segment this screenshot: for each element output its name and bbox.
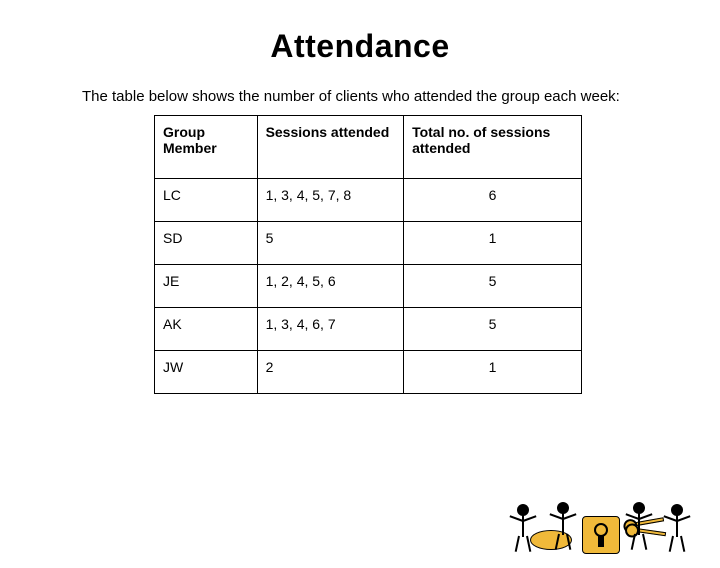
cell-total: 5 [404,307,582,350]
keys-people-illustration [504,484,694,554]
cell-sessions: 1, 3, 4, 5, 7, 8 [257,178,404,221]
attendance-table: Group Member Sessions attended Total no.… [154,115,582,394]
cell-sessions: 1, 3, 4, 6, 7 [257,307,404,350]
table-row: JW 2 1 [155,350,582,393]
cell-member: JE [155,264,258,307]
cell-total: 1 [404,221,582,264]
table-row: AK 1, 3, 4, 6, 7 5 [155,307,582,350]
cell-total: 6 [404,178,582,221]
cell-member: AK [155,307,258,350]
cell-member: SD [155,221,258,264]
padlock-icon [582,516,620,554]
col-header-member: Group Member [155,115,258,178]
stick-figure-icon [662,504,692,554]
stick-figure-icon [508,504,538,554]
col-header-sessions: Sessions attended [257,115,404,178]
cell-total: 1 [404,350,582,393]
intro-text: The table below shows the number of clie… [82,86,640,109]
cell-sessions: 5 [257,221,404,264]
cell-member: JW [155,350,258,393]
stick-figure-icon [548,502,578,554]
col-header-total: Total no. of sessions attended [404,115,582,178]
table-row: LC 1, 3, 4, 5, 7, 8 6 [155,178,582,221]
table-header-row: Group Member Sessions attended Total no.… [155,115,582,178]
cell-member: LC [155,178,258,221]
cell-sessions: 1, 2, 4, 5, 6 [257,264,404,307]
table-row: SD 5 1 [155,221,582,264]
cell-total: 5 [404,264,582,307]
stick-figure-icon [624,502,654,554]
table-row: JE 1, 2, 4, 5, 6 5 [155,264,582,307]
cell-sessions: 2 [257,350,404,393]
page-title: Attendance [0,28,720,65]
